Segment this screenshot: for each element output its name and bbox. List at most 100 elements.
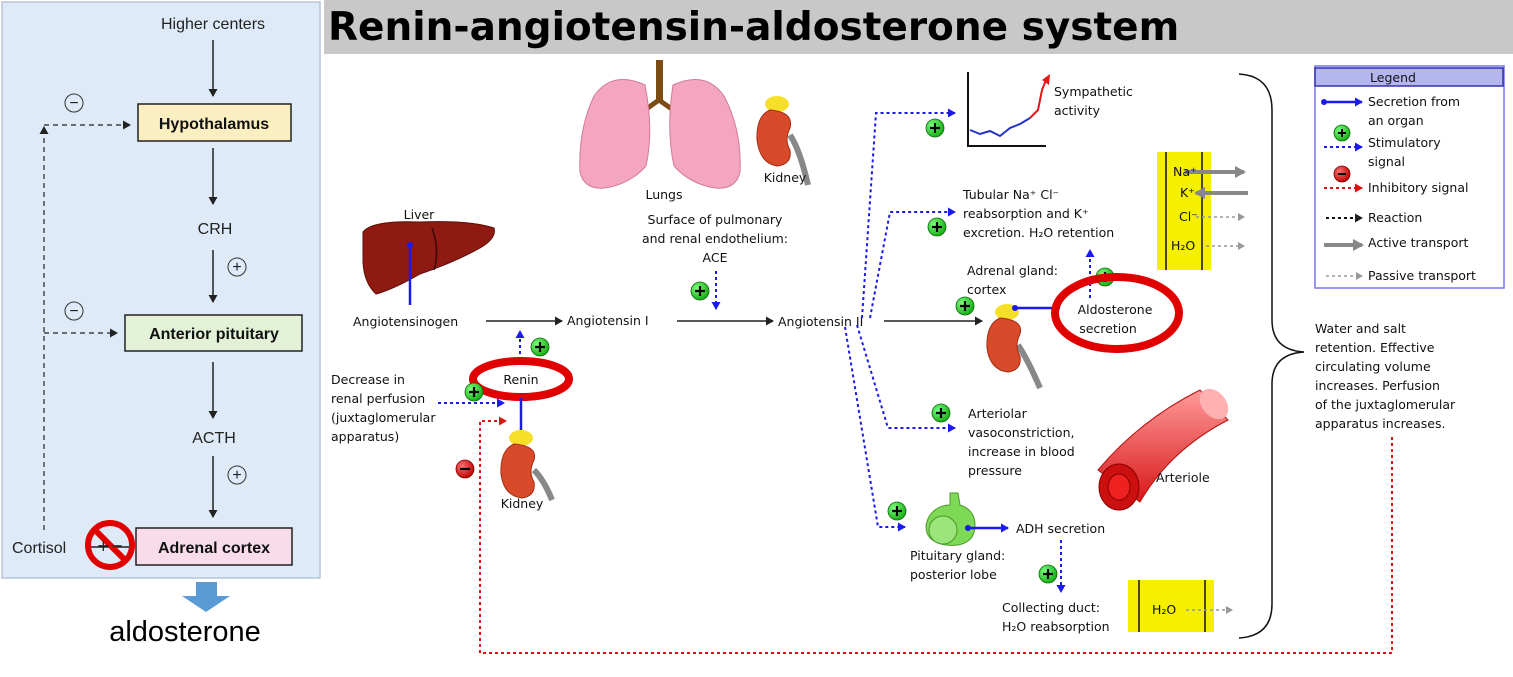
crh-label: CRH <box>198 221 233 238</box>
legend-active-label: Active transport <box>1368 235 1468 250</box>
pituitary-label-line1: Pituitary gland: <box>910 548 1005 563</box>
cortisol-label: Cortisol <box>12 540 66 557</box>
pituitary-label-line2: posterior lobe <box>910 567 997 582</box>
collecting-h2o-label: H₂O <box>1152 602 1176 617</box>
collecting-label-line2: H₂O reabsorption <box>1002 619 1110 634</box>
ion-na-label: Na⁺ <box>1173 164 1197 179</box>
arteriole-icon <box>1097 388 1229 511</box>
arteriolar-label-line2: vasoconstriction, <box>968 425 1074 440</box>
legend-passive-label: Passive transport <box>1368 268 1476 283</box>
legend-reaction-label: Reaction <box>1368 210 1422 225</box>
legend-title-bar <box>1314 67 1504 87</box>
arteriolar-label-line3: increase in blood <box>968 444 1075 459</box>
water-label-line5: of the juxtaglomerular <box>1315 397 1456 412</box>
perfusion-plus-icon <box>464 382 484 402</box>
legend-secretion-line1: Secretion from <box>1368 94 1460 109</box>
ace-plus-icon <box>690 281 710 301</box>
aldosterone-output-label: aldosterone <box>109 616 261 648</box>
ion-transport-box <box>1157 152 1248 270</box>
pituitary-plus-icon <box>887 501 907 521</box>
ion-cl-label: Cl⁻ <box>1179 209 1198 224</box>
liver-icon <box>362 221 495 295</box>
perfusion-label-line1: Decrease in <box>331 372 405 387</box>
liver-label: Liver <box>404 207 436 222</box>
sympathetic-graph-icon <box>967 72 1050 147</box>
liver-secretion-dot <box>407 242 413 248</box>
arteriolar-label-line4: pressure <box>968 463 1022 478</box>
angiotensin-2-label: Angiotensin II <box>778 314 863 329</box>
output-arrow-icon <box>182 582 230 612</box>
adrenal-label-line2: cortex <box>967 282 1006 297</box>
branch-tubular <box>869 207 956 319</box>
adh-label: ADH secretion <box>1016 521 1105 536</box>
adrenal-cortex-box <box>135 527 293 566</box>
acth-plus-symbol: + <box>232 467 241 484</box>
feedback-minus-icon-2 <box>64 301 84 321</box>
water-label-line6: apparatus increases. <box>1315 416 1445 431</box>
crh-plus-symbol: + <box>232 259 241 276</box>
angiotensinogen-label: Angiotensinogen <box>353 314 458 329</box>
adrenal-label-line1: Adrenal gland: <box>967 263 1058 278</box>
adh-plus-icon <box>1038 564 1058 584</box>
hypothalamus-box <box>137 103 292 142</box>
water-label-line3: circulating volume <box>1315 359 1431 374</box>
title-bar <box>324 0 1513 54</box>
pituitary-gland-icon <box>925 492 976 546</box>
legend-inhibitory-label: Inhibitory signal <box>1368 180 1468 195</box>
tubular-label-line2: reabsorption and K⁺ <box>963 206 1089 221</box>
collecting-label-line1: Collecting duct: <box>1002 600 1100 615</box>
summary-brace <box>1238 73 1305 639</box>
sympathetic-label-line2: activity <box>1054 103 1101 118</box>
svg-text:+−: +− <box>97 536 124 555</box>
angiotensin-1-label: Angiotensin I <box>567 313 649 328</box>
legend-stimulatory-line2: signal <box>1368 154 1405 169</box>
adrenal-kidney-icon <box>986 304 1043 390</box>
branch-sympathetic <box>861 108 956 319</box>
inhibitory-feedback-loop <box>479 416 1393 654</box>
hpa-panel-background <box>1 1 321 579</box>
ace-label-line2: and renal endothelium: <box>642 231 788 246</box>
perfusion-label-line4: apparatus) <box>331 429 399 444</box>
lungs-icon <box>579 60 741 189</box>
aldosterone-highlight-ring <box>1051 273 1183 353</box>
hpa-panel: Higher centers Hypothalamus CRH + Anteri… <box>1 1 321 612</box>
legend-secretion-line2: an organ <box>1368 113 1424 128</box>
branch-arteriolar <box>856 324 956 433</box>
sympathetic-label-line1: Sympathetic <box>1054 84 1133 99</box>
ion-h2o-label: H₂O <box>1171 238 1195 253</box>
page-title: Renin-angiotensin-aldosterone system <box>328 5 1179 50</box>
anterior-pituitary-label: Anterior pituitary <box>149 326 279 343</box>
prohibited-icon: +− <box>85 520 135 570</box>
arteriole-label: Arteriole <box>1156 470 1210 485</box>
hypothalamus-label: Hypothalamus <box>159 116 269 133</box>
renin-highlight-ring <box>469 357 573 401</box>
collecting-duct-box <box>1128 580 1233 632</box>
higher-centers-label: Higher centers <box>161 16 265 33</box>
feedback-minus-symbol-2: − <box>69 303 78 320</box>
adrenal-cortex-label: Adrenal cortex <box>158 540 270 557</box>
arteriolar-label-line1: Arteriolar <box>968 406 1028 421</box>
sympathetic-plus-icon <box>925 118 945 138</box>
legend-title: Legend <box>1370 70 1416 85</box>
perfusion-label-line3: (juxtaglomerular <box>331 410 436 425</box>
crh-plus-icon <box>227 257 247 277</box>
tubular-label-line3: excretion. H₂O retention <box>963 225 1114 240</box>
branch-pituitary <box>844 326 906 532</box>
kidney-bottom-icon <box>500 430 555 502</box>
anterior-pituitary-box <box>124 314 303 352</box>
renin-label: Renin <box>503 372 538 387</box>
pituitary-secretion-dot <box>965 525 971 531</box>
ace-label-line1: Surface of pulmonary <box>648 212 783 227</box>
inhibitory-minus-icon <box>455 459 475 479</box>
perfusion-label-line2: renal perfusion <box>331 391 425 406</box>
tubular-label-line1: Tubular Na⁺ Cl⁻ <box>962 187 1059 202</box>
ace-label-line3: ACE <box>703 250 728 265</box>
kidney-top-icon <box>756 96 811 186</box>
ion-k-label: K⁺ <box>1180 185 1195 200</box>
arteriolar-plus-icon <box>931 403 951 423</box>
legend-stimulatory-line1: Stimulatory <box>1368 135 1441 150</box>
water-label-line1: Water and salt <box>1315 321 1406 336</box>
kidney-top-label: Kidney <box>764 170 807 185</box>
acth-plus-icon <box>227 465 247 485</box>
